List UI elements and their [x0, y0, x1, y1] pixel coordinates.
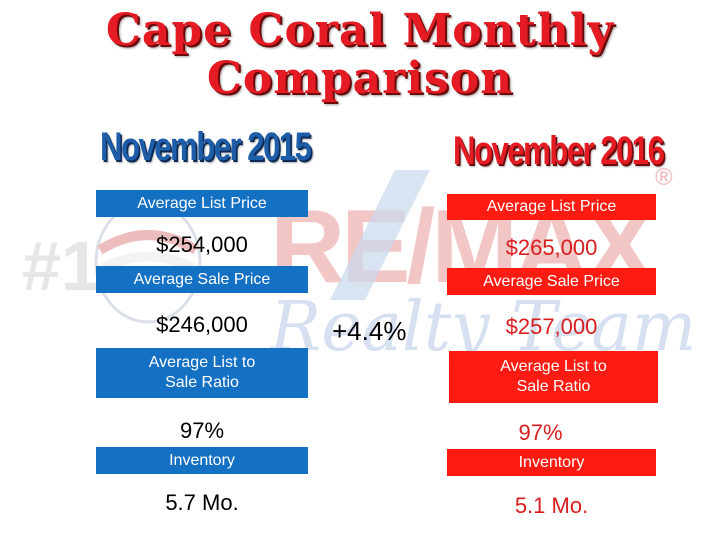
- right-avg-sale-label: Average Sale Price: [447, 268, 656, 295]
- watermark-number: #1: [22, 227, 100, 305]
- left-inventory-label: Inventory: [96, 447, 308, 474]
- price-change: +4.4%: [332, 316, 407, 346]
- right-avg-list-value: $265,000: [505, 235, 598, 260]
- page-subtitle: Comparison: [206, 53, 514, 104]
- right-inventory-value: 5.1 Mo.: [514, 493, 589, 518]
- left-ratio-value: 97%: [179, 418, 225, 443]
- page-title: Cape Coral Monthly: [105, 5, 615, 56]
- left-inventory-value: 5.7 Mo.: [165, 490, 239, 515]
- left-avg-list-value: $254,000: [156, 232, 248, 257]
- left-avg-sale-label: Average Sale Price: [96, 266, 308, 293]
- balloon-icon: [94, 200, 202, 324]
- left-avg-list-label: Average List Price: [96, 190, 308, 217]
- right-ratio-label-line1: Average List to: [500, 358, 607, 375]
- right-ratio-label-line2: Sale Ratio: [516, 378, 591, 395]
- left-ratio-label: Average List to Sale Ratio: [96, 348, 308, 398]
- left-avg-sale-value: $246,000: [156, 312, 248, 337]
- left-column-heading: November 2015: [100, 125, 312, 169]
- left-ratio-label-line1: Average List to: [148, 354, 256, 371]
- right-avg-list-label: Average List Price: [447, 194, 656, 220]
- left-ratio-label-line2: Sale Ratio: [165, 374, 239, 391]
- right-ratio-label: Average List to Sale Ratio: [449, 351, 658, 403]
- right-avg-sale-value: $257,000: [505, 314, 598, 339]
- right-ratio-value: 97%: [518, 420, 563, 445]
- right-inventory-label: Inventory: [447, 449, 656, 476]
- right-column-heading: November 2016: [453, 129, 665, 173]
